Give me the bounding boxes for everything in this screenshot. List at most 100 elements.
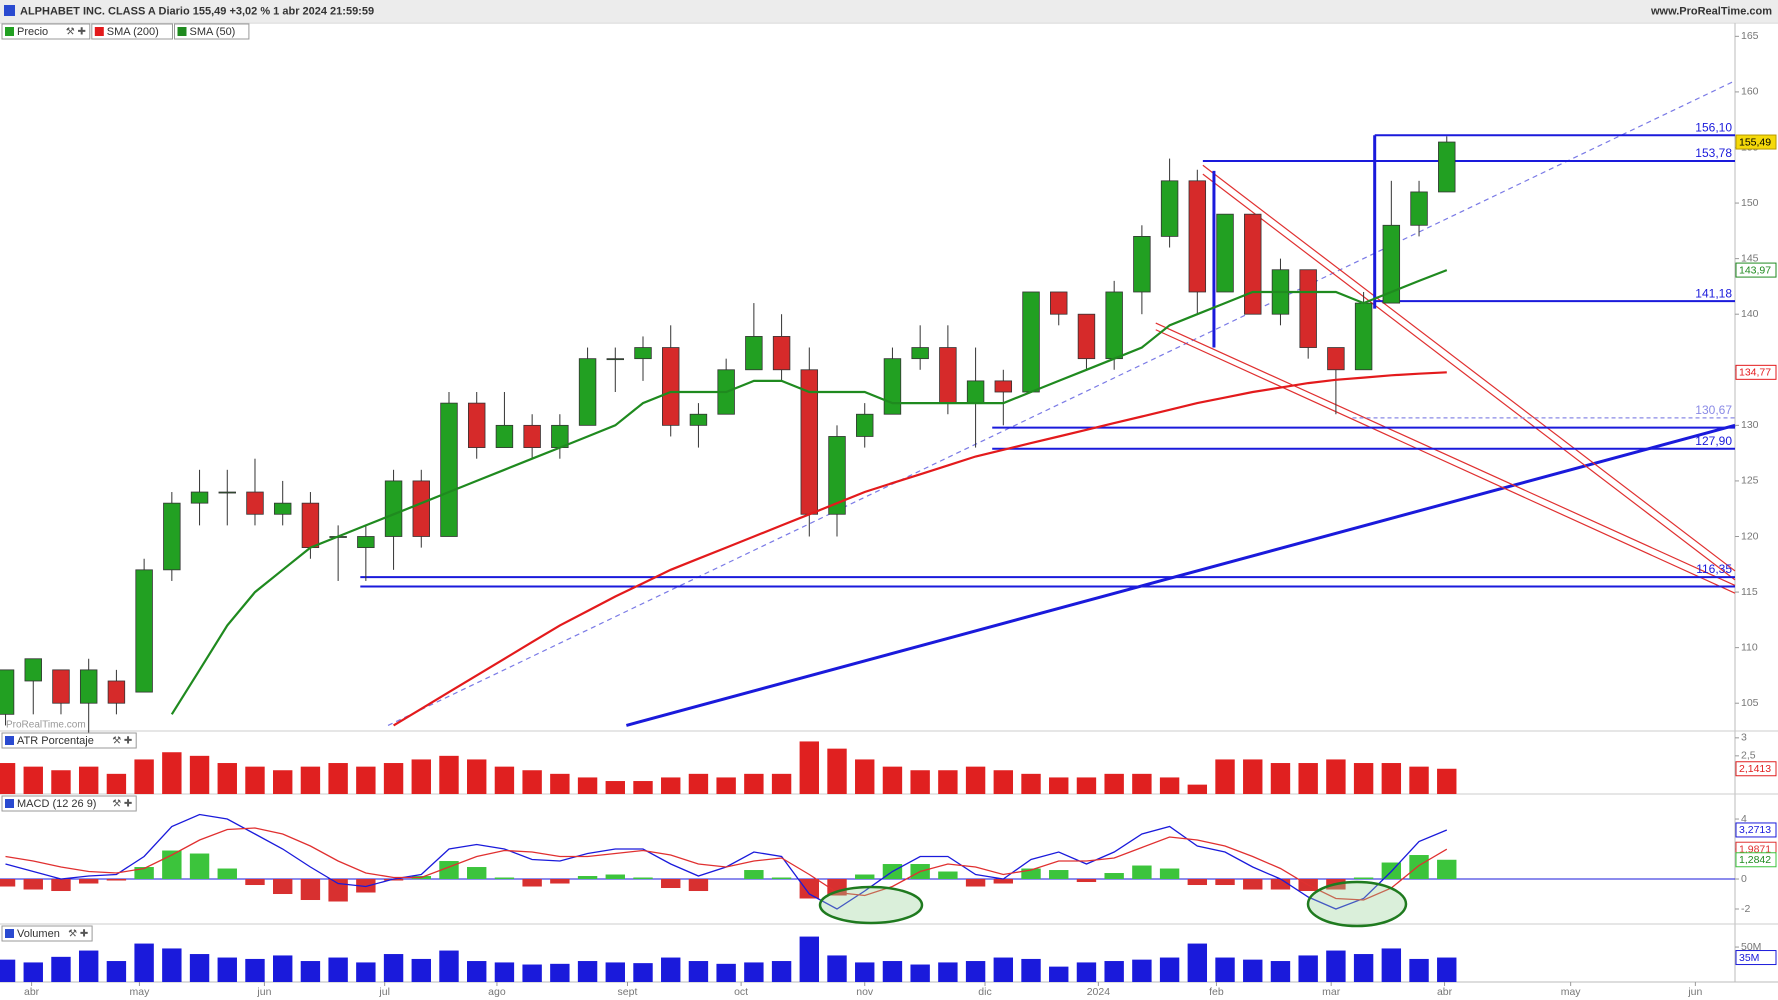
histogram-bar: [993, 879, 1014, 884]
axis-value-box: [1735, 364, 1777, 380]
bar: [882, 961, 903, 982]
panel-legend-icons: ⚒ ✚: [68, 929, 88, 940]
bar: [744, 962, 764, 982]
x-tick-label: sept: [618, 986, 638, 998]
legend-icons: ⚒ ✚: [66, 27, 86, 38]
bar: [1353, 763, 1374, 794]
x-tick-label: 2024: [1087, 986, 1111, 998]
bar: [1076, 777, 1097, 794]
candle-body: [1382, 224, 1401, 304]
header-site[interactable]: www.ProRealTime.com: [1650, 5, 1772, 17]
bar: [1049, 777, 1069, 794]
y-tick-label: 105: [1741, 697, 1759, 709]
bar: [78, 766, 99, 794]
candle-body: [273, 502, 292, 515]
histogram-bar: [1437, 859, 1457, 880]
candle-body: [1050, 291, 1068, 315]
bar: [51, 770, 71, 794]
y-tick-label: 150: [1741, 197, 1759, 209]
bar: [383, 954, 404, 982]
histogram-bar: [1243, 879, 1263, 890]
bar: [0, 763, 16, 794]
bar: [827, 748, 847, 794]
panel-legend-icons: ⚒ ✚: [112, 736, 132, 747]
bar: [910, 964, 930, 982]
bar: [577, 777, 598, 794]
axis-value-label: 3,2713: [1739, 824, 1771, 836]
candle-body: [412, 480, 430, 537]
histogram-bar: [577, 876, 598, 880]
bar: [78, 950, 99, 982]
bar: [1243, 759, 1263, 794]
axis-value-box: [1735, 822, 1777, 838]
histogram-bar: [1187, 879, 1208, 886]
histogram-bar: [1104, 873, 1124, 880]
axis-value-label: 35M: [1739, 952, 1759, 964]
bar: [356, 766, 376, 794]
candle-body: [1188, 180, 1207, 293]
histogram-bar: [938, 871, 958, 880]
bar: [661, 777, 681, 794]
panel-legend-swatch: [5, 799, 14, 808]
histogram-bar: [1076, 879, 1097, 883]
y-tick-label: 2,5: [1741, 750, 1756, 762]
y-tick-label: -2: [1741, 903, 1750, 915]
panel-legend-text: Volumen: [17, 928, 60, 940]
bar: [827, 955, 847, 982]
candle-body: [689, 413, 708, 426]
bar: [300, 766, 321, 794]
trendline: [1202, 164, 1736, 572]
histogram-bar: [1132, 865, 1152, 880]
histogram-bar: [106, 879, 127, 881]
candle-body: [966, 380, 985, 404]
bar: [328, 957, 348, 982]
bar: [605, 781, 625, 794]
legend-text: SMA (200): [107, 26, 159, 38]
histogram-bar: [356, 879, 376, 893]
bar: [771, 773, 792, 794]
bar: [882, 766, 903, 794]
axis-value-box: [1735, 134, 1777, 150]
candle-body: [218, 491, 236, 494]
axis-value-label: 134,77: [1739, 367, 1771, 379]
candle-body: [745, 336, 763, 371]
bar: [439, 950, 459, 982]
candle-body: [1354, 302, 1373, 371]
candle-body: [1327, 347, 1345, 371]
panel-legend-icons: ⚒ ✚: [112, 799, 132, 810]
histogram-bar: [550, 879, 570, 884]
bar: [245, 766, 265, 794]
panel-legend-box: [1, 925, 93, 942]
bar: [189, 755, 210, 794]
x-tick-label: may: [129, 986, 150, 998]
histogram-bar: [1270, 879, 1291, 890]
candle-body: [495, 424, 514, 448]
bar: [716, 777, 736, 794]
x-tick-label: jul: [378, 986, 390, 998]
panel-legend-text: ATR Porcentaje: [17, 735, 94, 747]
bar: [245, 958, 265, 982]
bar: [106, 773, 127, 794]
bar: [938, 962, 958, 982]
candle-body: [883, 358, 902, 415]
candle-body: [79, 669, 98, 704]
histogram-bar: [605, 874, 625, 880]
candle-body: [662, 347, 680, 426]
histogram-bar: [217, 868, 237, 880]
bar: [771, 961, 792, 982]
bar: [1353, 954, 1374, 982]
bar: [1381, 763, 1402, 794]
bar: [938, 770, 958, 794]
candle-body: [911, 347, 929, 360]
bar: [965, 766, 986, 794]
y-tick-label: 0: [1741, 873, 1747, 885]
header-title: ALPHABET INC. CLASS A Diario 155,49 +3,0…: [20, 5, 374, 17]
bar: [1270, 763, 1291, 794]
y-tick-label: 125: [1741, 475, 1759, 487]
level-label: 130,67: [1695, 403, 1732, 417]
bar: [1326, 950, 1346, 982]
bar: [217, 763, 237, 794]
bar: [1270, 961, 1291, 982]
legend-box: [91, 23, 173, 40]
